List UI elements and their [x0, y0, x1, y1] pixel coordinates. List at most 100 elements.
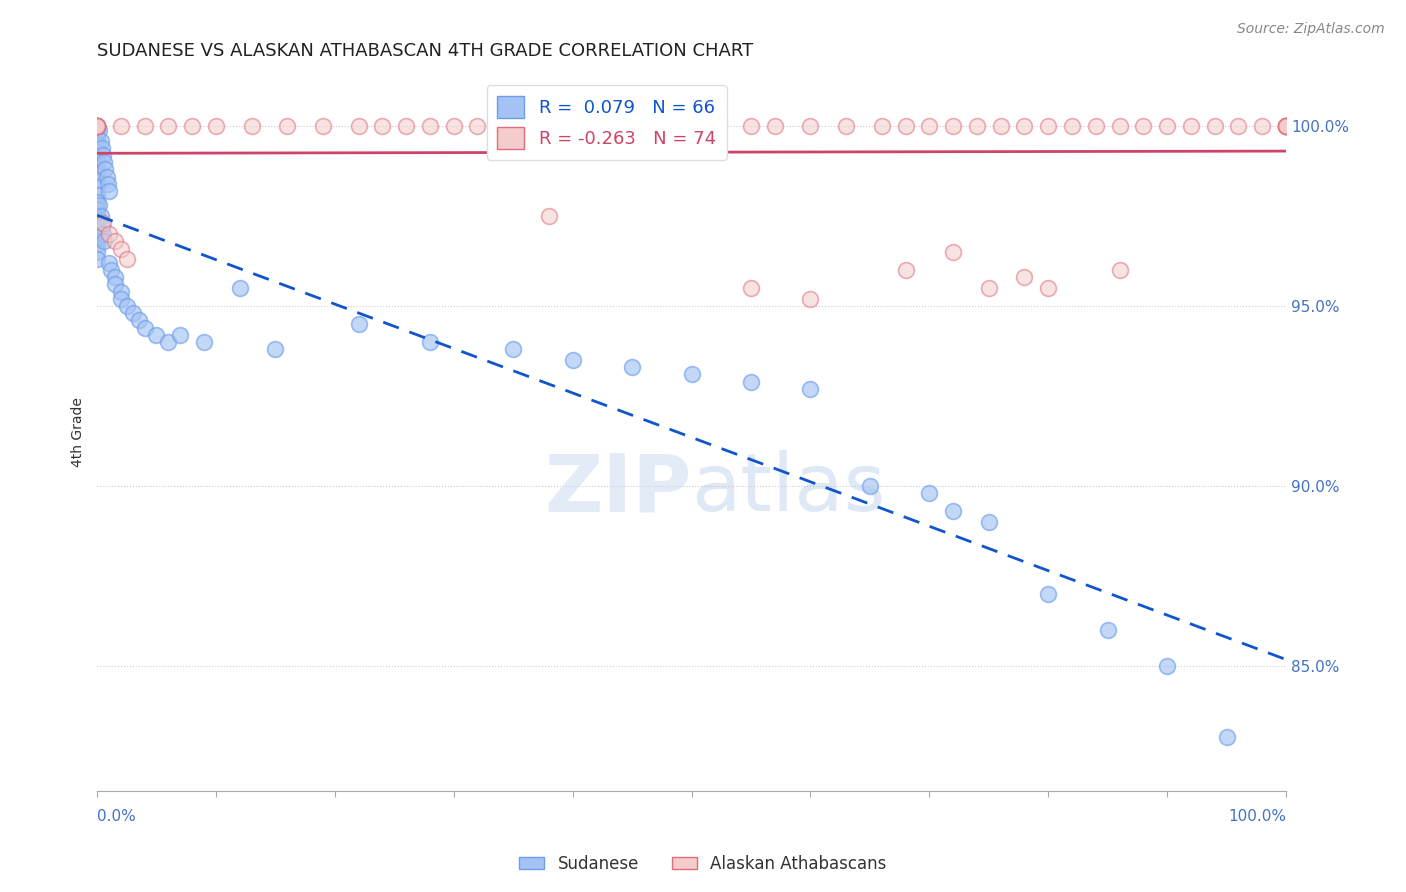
Point [86, 120, 108, 134]
Point [86, 130, 108, 145]
Point [86, 216, 108, 230]
Point [86, 231, 108, 245]
Point [1251, 120, 1274, 134]
Point [942, 120, 965, 134]
Point [740, 281, 762, 295]
Point [1038, 586, 1060, 600]
Point [93, 155, 115, 169]
Point [86, 202, 108, 216]
Point [1215, 731, 1237, 745]
Point [86, 187, 108, 202]
Point [633, 120, 655, 134]
Point [347, 317, 370, 331]
Point [419, 120, 441, 134]
Point [157, 334, 180, 349]
Point [1108, 263, 1130, 277]
Point [86, 245, 108, 260]
Point [90, 219, 112, 234]
Point [1014, 270, 1036, 285]
Point [94, 162, 117, 177]
Point [86, 173, 108, 187]
Point [513, 120, 536, 134]
Point [86, 120, 108, 134]
Point [977, 281, 1000, 295]
Point [89, 198, 111, 212]
Point [1275, 120, 1298, 134]
Point [1275, 120, 1298, 134]
Point [86, 120, 108, 134]
Point [91, 148, 114, 162]
Point [134, 320, 156, 334]
Point [86, 159, 108, 173]
Point [1132, 120, 1154, 134]
Point [1156, 120, 1178, 134]
Point [91, 216, 114, 230]
Point [157, 120, 180, 134]
Point [121, 306, 143, 320]
Point [86, 223, 108, 237]
Text: ZIP: ZIP [544, 450, 692, 528]
Point [97, 256, 120, 270]
Point [193, 334, 215, 349]
Point [90, 209, 112, 223]
Point [181, 120, 204, 134]
Point [86, 120, 108, 134]
Point [443, 120, 465, 134]
Point [537, 120, 560, 134]
Point [134, 120, 156, 134]
Point [704, 120, 727, 134]
Point [90, 141, 112, 155]
Point [86, 137, 108, 152]
Point [312, 120, 335, 134]
Point [870, 120, 893, 134]
Point [240, 120, 263, 134]
Point [942, 504, 965, 518]
Point [1038, 120, 1060, 134]
Point [740, 120, 762, 134]
Point [621, 360, 644, 375]
Point [86, 120, 108, 134]
Point [110, 292, 132, 306]
Point [86, 238, 108, 252]
Point [205, 120, 228, 134]
Point [86, 120, 108, 134]
Point [763, 120, 786, 134]
Point [86, 209, 108, 223]
Point [115, 299, 138, 313]
Point [86, 152, 108, 166]
Point [395, 120, 418, 134]
Point [918, 120, 941, 134]
Point [128, 313, 150, 327]
Point [104, 235, 127, 249]
Point [1014, 120, 1036, 134]
Point [97, 177, 120, 191]
Point [1084, 120, 1107, 134]
Point [110, 120, 132, 134]
Point [859, 479, 882, 493]
Point [1275, 120, 1298, 134]
Point [799, 382, 821, 396]
Point [467, 120, 489, 134]
Point [942, 245, 965, 260]
Point [86, 120, 108, 134]
Point [86, 252, 108, 267]
Point [89, 123, 111, 137]
Legend: R =  0.079   N = 66, R = -0.263   N = 74: R = 0.079 N = 66, R = -0.263 N = 74 [486, 85, 727, 160]
Point [86, 194, 108, 209]
Point [1038, 281, 1060, 295]
Point [502, 342, 524, 356]
Point [93, 235, 115, 249]
Point [1275, 120, 1298, 134]
Point [1097, 623, 1119, 637]
Point [561, 120, 583, 134]
Point [110, 285, 132, 299]
Point [91, 227, 114, 242]
Point [894, 120, 917, 134]
Point [86, 145, 108, 159]
Point [657, 120, 679, 134]
Point [681, 368, 703, 382]
Point [918, 486, 941, 500]
Point [609, 120, 631, 134]
Point [1060, 120, 1083, 134]
Point [97, 227, 120, 242]
